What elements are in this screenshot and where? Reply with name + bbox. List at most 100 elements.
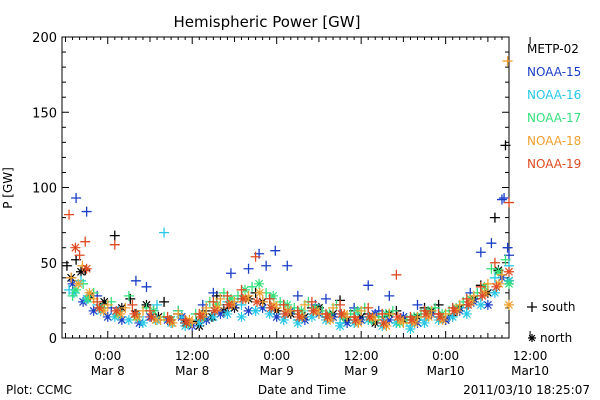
data-point-south	[173, 308, 184, 319]
data-point-south	[500, 254, 511, 265]
data-point-south	[486, 238, 497, 249]
data-point-north	[342, 317, 353, 328]
data-point-south	[468, 290, 479, 301]
data-point-south	[61, 260, 72, 271]
data-point-south	[67, 290, 78, 301]
data-point-north	[164, 314, 175, 325]
data-point-south	[194, 308, 205, 319]
data-point-south	[419, 305, 430, 316]
data-point-north	[310, 302, 321, 313]
data-point-south	[247, 281, 258, 292]
y-axis-label: P [GW]	[1, 167, 15, 209]
data-point-north	[308, 305, 319, 316]
data-point-south	[447, 302, 458, 313]
data-point-north	[146, 311, 157, 322]
data-point-north	[84, 287, 95, 298]
x-tick-date-label: Mar10	[511, 364, 549, 378]
series-metp-02	[61, 140, 514, 331]
data-point-south	[328, 302, 339, 313]
data-point-north	[364, 311, 375, 322]
data-point-north	[278, 314, 289, 325]
data-point-south	[500, 140, 511, 151]
data-point-north	[504, 278, 514, 289]
data-point-south	[282, 260, 293, 271]
data-point-north	[475, 299, 486, 310]
data-points	[61, 56, 514, 334]
legend: METP-02 NOAA-15 NOAA-16 NOAA-17 NOAA-18 NOAA-…	[527, 42, 581, 345]
data-point-south	[461, 293, 472, 304]
data-point-south	[377, 308, 388, 319]
data-point-north	[254, 278, 265, 289]
data-point-north	[482, 299, 493, 310]
data-point-south	[130, 275, 141, 286]
data-point-north	[266, 302, 277, 313]
data-point-north	[491, 281, 502, 292]
data-point-north	[73, 278, 84, 289]
data-point-south	[222, 290, 233, 301]
data-point-north	[115, 308, 126, 319]
data-point-north	[280, 308, 291, 319]
data-point-north	[83, 293, 94, 304]
data-point-south	[74, 250, 85, 261]
data-point-north	[447, 311, 458, 322]
data-point-south	[391, 269, 402, 280]
data-point-south	[496, 194, 507, 205]
footer-timestamp: 2011/03/10 18:25:07	[463, 383, 590, 397]
data-point-north	[477, 290, 488, 301]
y-tick-label: 150	[32, 106, 57, 121]
data-point-north	[98, 305, 109, 316]
data-point-south	[81, 206, 92, 217]
x-axis-label: Date and Time	[258, 383, 346, 397]
data-point-south	[292, 305, 303, 316]
data-point-south	[278, 299, 289, 310]
data-point-north	[504, 299, 514, 310]
data-point-south	[64, 209, 75, 220]
data-point-north	[243, 305, 254, 316]
data-point-south	[412, 299, 423, 310]
data-point-north	[435, 311, 446, 322]
data-point-north	[254, 287, 265, 298]
data-point-north	[208, 311, 219, 322]
data-point-north	[70, 242, 81, 253]
data-point-north	[81, 263, 92, 274]
data-point-north	[463, 299, 474, 310]
data-point-south	[225, 268, 236, 279]
data-point-south	[356, 305, 367, 316]
data-point-south	[92, 296, 103, 307]
data-point-south	[363, 280, 374, 291]
x-tick-time-label: 0:00	[432, 349, 459, 363]
data-point-south	[504, 197, 514, 208]
data-point-north	[251, 296, 262, 307]
data-point-south	[102, 299, 113, 310]
data-point-north	[68, 287, 79, 298]
data-point-south	[66, 272, 77, 283]
data-point-south	[398, 317, 409, 328]
data-point-south	[243, 263, 254, 274]
y-tick-label: 0	[49, 332, 57, 347]
data-point-south	[236, 284, 247, 295]
data-point-north	[236, 311, 247, 322]
data-point-south	[363, 302, 374, 313]
data-point-north	[493, 266, 504, 277]
data-point-north	[67, 278, 78, 289]
data-point-south	[306, 296, 317, 307]
data-point-south	[80, 236, 91, 247]
data-point-south	[405, 311, 416, 322]
data-point-south	[433, 308, 444, 319]
data-point-south	[123, 290, 134, 301]
legend-entry: NOAA-17	[527, 111, 581, 125]
data-point-south	[502, 56, 513, 67]
data-point-south	[489, 257, 500, 268]
x-tick-time-label: 0:00	[94, 349, 121, 363]
data-point-north	[268, 290, 279, 301]
data-point-north	[336, 308, 347, 319]
data-point-north	[76, 266, 87, 277]
data-point-south	[482, 278, 493, 289]
x-tick-date-label: Mar 8	[91, 364, 125, 378]
data-point-north	[306, 311, 317, 322]
data-point-south	[109, 239, 120, 250]
data-point-north	[237, 293, 248, 304]
data-point-north	[71, 284, 82, 295]
data-point-south	[502, 242, 513, 253]
